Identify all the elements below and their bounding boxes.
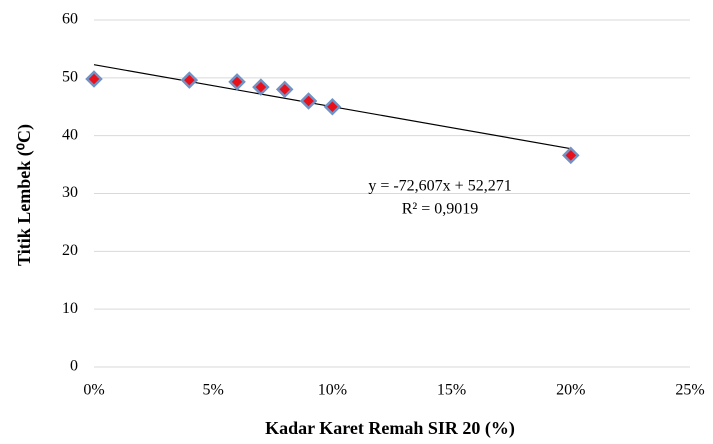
point	[562, 146, 580, 165]
x-tick-label: 10%	[318, 382, 347, 399]
y-axis-title: Titik Lembek (⁰C)	[14, 124, 35, 266]
point	[275, 80, 294, 99]
point	[228, 73, 246, 91]
x-tick-label: 25%	[675, 382, 704, 399]
x-tick-label: 20%	[556, 382, 585, 399]
point	[85, 70, 103, 88]
y-tick-label: 40	[62, 126, 78, 143]
point	[323, 97, 342, 116]
trendline-r2: R² = 0,9019	[402, 201, 479, 218]
y-tick-label: 20	[62, 242, 78, 259]
point	[180, 71, 199, 89]
y-tick-label: 50	[62, 69, 78, 86]
point	[252, 78, 270, 96]
x-axis-title: Kadar Karet Remah SIR 20 (%)	[265, 418, 515, 439]
y-tick-label: 60	[62, 11, 78, 28]
x-tick-label: 0%	[83, 382, 104, 399]
x-tick-label: 15%	[437, 382, 466, 399]
y-tick-label: 10	[62, 300, 78, 317]
x-tick-label: 5%	[203, 382, 224, 399]
y-tick-label: 0	[70, 358, 78, 375]
point	[299, 92, 318, 110]
trendline-equation: y = -72,607x + 52,271	[368, 178, 511, 195]
y-tick-label: 30	[62, 184, 78, 201]
